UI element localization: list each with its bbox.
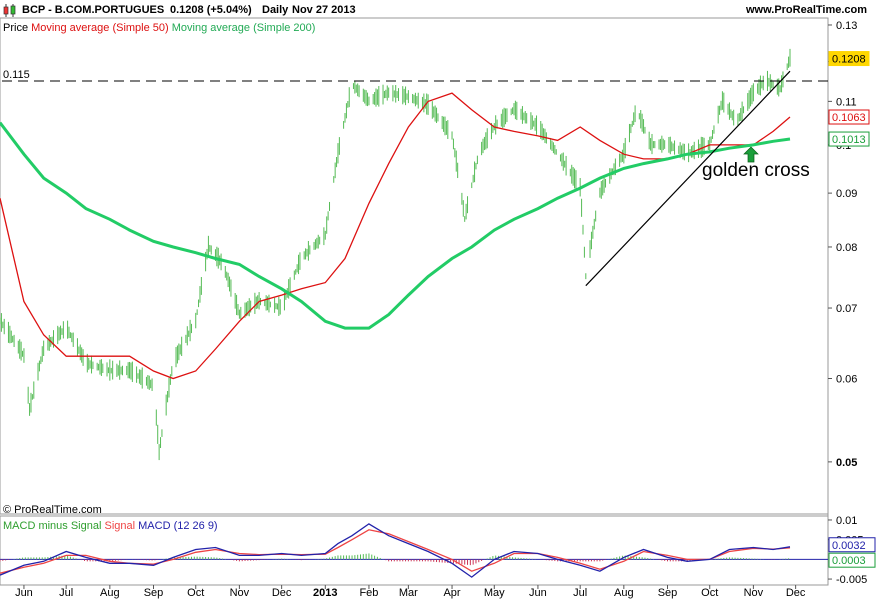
price-legend: Price Moving average (Simple 50) Moving … [3, 22, 315, 34]
axes: 0.05 0.06 0.07 0.08 0.09 0.1 0.11 0.12 0.13 0.01 0… [15, 20, 876, 599]
x-tick-label: Dec [786, 587, 806, 599]
golden-cross-label: golden cross [702, 160, 810, 181]
price-y-tick-label: 0.05 [836, 457, 857, 469]
x-tick-label: Jul [573, 587, 587, 599]
price-y-tick-label: 0.06 [836, 374, 857, 386]
x-tick-label: May [484, 587, 505, 599]
legend-macd-hist: MACD minus Signal [3, 520, 102, 532]
x-tick-label: Apr [443, 587, 460, 599]
x-tick-label: Oct [187, 587, 204, 599]
macd-value-label-box [828, 537, 876, 553]
x-tick-label: Nov [744, 587, 764, 599]
value-label-box [828, 51, 870, 67]
copyright: © ProRealTime.com [3, 504, 102, 516]
ma50-line [0, 92, 791, 380]
legend-macd: MACD (12 26 9) [138, 520, 218, 532]
x-tick-label: Aug [100, 587, 120, 599]
chart-frame [0, 17, 829, 586]
site-link[interactable]: www.ProRealTime.com [746, 4, 868, 16]
value-label-box [828, 109, 870, 125]
legend-ma200: Moving average (Simple 200) [171, 22, 316, 34]
x-tick-label: Jun [529, 587, 547, 599]
trend-line [585, 70, 791, 287]
price-y-tick-label: 0.08 [836, 242, 857, 254]
x-tick-label: Feb [359, 587, 378, 599]
chart-header: BCP - B.COM.PORTUGUES 0.1208 (+5.04%) Da… [0, 0, 880, 21]
price-bars [0, 48, 791, 461]
legend-price: Price [3, 22, 29, 34]
moving-average-lines [0, 92, 791, 380]
macd-y-tick-label: 0.005 [836, 535, 864, 547]
price-panel-border [0, 17, 829, 515]
x-tick-label: Oct [701, 587, 718, 599]
last-price: 0.1208 (+5.04%) [170, 4, 252, 16]
price-y-tick-label: 0.13 [836, 20, 857, 32]
x-tick-label: Jul [59, 587, 73, 599]
macd-value-label: 0.0032 [832, 540, 866, 552]
candlestick-logo-icon [3, 4, 16, 17]
x-tick-label: Mar [399, 587, 418, 599]
x-tick-label: Dec [272, 587, 292, 599]
symbol-title: BCP - B.COM.PORTUGUES [22, 4, 165, 16]
price-y-tick-label: 0.12 [836, 57, 857, 69]
annotations: 0.115 golden cross [2, 69, 828, 287]
golden-cross-arrow-icon [743, 146, 759, 163]
period: Daily [262, 4, 289, 16]
macd-value-label: 0.0003 [832, 555, 866, 567]
signal-line [0, 529, 791, 574]
x-tick-label: Nov [230, 587, 250, 599]
resistance-label: 0.115 [3, 69, 30, 81]
price-y-tick-label: 0.11 [836, 96, 857, 108]
macd-y-tick-label: -0.005 [836, 574, 867, 586]
price-y-tick-label: 0.09 [836, 188, 857, 200]
x-tick-label: Aug [614, 587, 634, 599]
x-tick-label: Sep [658, 587, 678, 599]
macd-y-tick-label: 0.01 [836, 515, 857, 527]
price-y-tick-label: 0.1 [836, 140, 851, 152]
value-label: 0.1208 [832, 54, 866, 66]
value-label-box [828, 131, 870, 147]
macd-value-label-box [828, 552, 876, 568]
legend-signal: Signal [104, 520, 136, 532]
x-tick-label: 2013 [313, 587, 337, 599]
legend-ma50: Moving average (Simple 50) [31, 22, 169, 34]
value-label: 0.1013 [832, 134, 866, 146]
macd-legend: MACD minus Signal Signal MACD (12 26 9) [3, 520, 218, 532]
x-tick-label: Sep [144, 587, 164, 599]
x-tick-label: Jun [15, 587, 33, 599]
date: Nov 27 2013 [292, 4, 356, 16]
value-label: 0.1063 [832, 112, 866, 124]
price-y-tick-label: 0.07 [836, 303, 857, 315]
ma200-line [0, 121, 791, 330]
